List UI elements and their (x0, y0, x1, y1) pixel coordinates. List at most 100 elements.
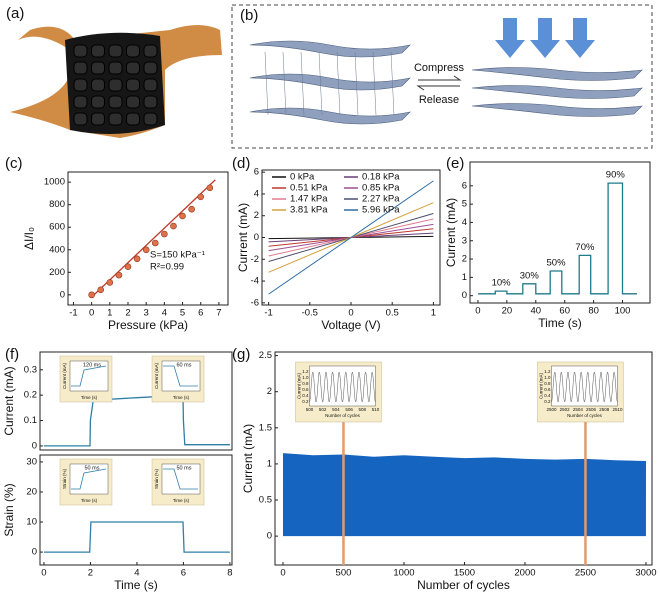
point (88, 291, 95, 299)
cell (108, 78, 123, 92)
inset-y-tick-label: 0.6 (544, 387, 551, 392)
y-tick-label: 0.5 (259, 495, 272, 506)
inset-y-label: Strain (%) (62, 469, 67, 490)
inset-x-label: Time (s) (81, 395, 98, 400)
point (142, 246, 150, 254)
panel-a-illustration (10, 25, 222, 138)
inset-curve (163, 365, 198, 387)
legend-label: 2.27 kPa (362, 194, 400, 205)
x-tick-label: 8 (227, 568, 232, 579)
y-axis-label: Current (mA) (241, 424, 255, 493)
legend-label: 1.47 kPa (290, 194, 328, 205)
fiber (282, 51, 287, 116)
x-tick-label: 7 (216, 308, 221, 319)
y-tick-label: 0 (267, 531, 272, 542)
point (115, 271, 123, 279)
x-tick-label: 2 (88, 568, 93, 579)
x-axis-label: Time (s) (538, 316, 582, 330)
x-tick-label: -0.5 (302, 308, 318, 319)
y-axis-label: Strain (%) (2, 483, 16, 536)
inset-x-tick-label: 2502 (560, 407, 571, 412)
y-tick-label: 2 (462, 254, 467, 265)
cell (91, 44, 105, 58)
inset-x-label: Time (s) (173, 395, 190, 400)
inset-y-tick-label: 0.8 (544, 381, 551, 386)
y-tick-label: 0 (254, 232, 259, 243)
y-axis-label: Current (mA) (236, 203, 250, 272)
inset-x-tick-label: 504 (332, 407, 340, 412)
cell (108, 44, 123, 58)
y-tick-label: 20 (26, 486, 37, 497)
fiber (300, 51, 305, 116)
y-tick-label: -6 (251, 297, 259, 308)
fiber (264, 51, 269, 116)
panel-b-frame (231, 4, 653, 149)
point (188, 205, 195, 213)
x-tick-label: 5 (180, 308, 185, 319)
x-tick-label: 0 (348, 308, 353, 319)
step-label: 90% (606, 170, 626, 181)
inset-y-tick-label: 1.2 (302, 369, 309, 374)
cell (143, 44, 158, 58)
switch-arrows (416, 75, 462, 91)
y-axis-label: Current (mA) (444, 198, 458, 267)
annotation: S=150 kPa⁻¹ (150, 250, 205, 261)
x-tick-label: 20 (502, 306, 513, 317)
x-axis-label: Pressure (kPa) (108, 318, 188, 332)
cell (108, 112, 123, 126)
y-tick-label: 0 (32, 440, 37, 451)
y-tick-label: -2 (251, 254, 259, 265)
cell (126, 61, 140, 75)
inset-curve (309, 371, 376, 403)
inset-x-tick-label: 510 (372, 407, 380, 412)
inset-plot (551, 365, 618, 407)
point (197, 193, 205, 201)
release-label: Release (419, 94, 459, 106)
y-tick-label: 200 (49, 267, 65, 278)
x-tick-label: 6 (181, 568, 186, 579)
y-axis-label: ΔI/I₀ (22, 227, 36, 250)
point (133, 255, 141, 263)
annotation: R²=0.99 (150, 262, 184, 273)
legend-label: 0 kPa (290, 172, 315, 183)
panel-label: (c) (5, 155, 23, 172)
panel-label: (f) (5, 346, 19, 363)
cell (143, 112, 158, 126)
plot-frame (39, 351, 233, 451)
inset-curve (551, 371, 618, 403)
arrow (416, 85, 460, 91)
plot-frame (274, 351, 653, 566)
x-tick-label: 40 (530, 306, 541, 317)
cell (126, 44, 140, 58)
fiber (354, 51, 359, 116)
inset-x-tick-label: 2510 (612, 407, 623, 412)
y-tick-label: 6 (254, 167, 259, 178)
inset-x-tick-label: 502 (319, 407, 327, 412)
cell (126, 95, 140, 109)
fiber (336, 51, 341, 116)
x-tick-label: 0 (475, 306, 480, 317)
fiber (318, 51, 323, 116)
x-tick-label: -1 (264, 308, 272, 319)
y-tick-label: 2 (254, 210, 259, 221)
cell (73, 95, 88, 109)
arrow (530, 18, 560, 58)
cell (91, 112, 105, 126)
x-tick-label: 80 (588, 306, 599, 317)
y-tick-label: 0.3 (24, 364, 37, 375)
compress-label: Compress (414, 62, 465, 74)
legend-label: 5.96 kPa (362, 205, 400, 216)
inset-y-tick-label: 0.4 (544, 393, 551, 398)
x-tick-label: 0 (41, 568, 46, 579)
x-tick-label: 3000 (635, 568, 656, 579)
cell (91, 78, 105, 92)
panel-label: (a) (6, 5, 24, 22)
plot-frame (469, 161, 651, 304)
cell (73, 78, 88, 92)
graphene-sheet (471, 103, 643, 117)
y-tick-label: 0 (462, 290, 467, 301)
point (106, 279, 114, 286)
cell (73, 61, 88, 75)
y-tick-label: 30 (26, 456, 37, 467)
